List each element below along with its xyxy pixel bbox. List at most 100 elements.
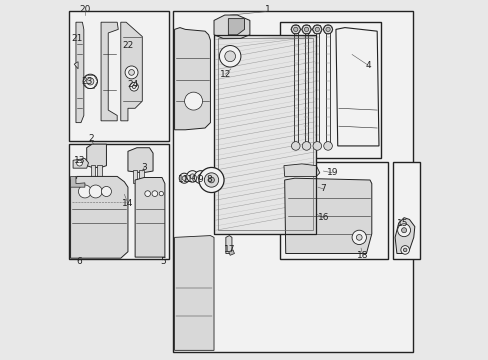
Polygon shape (86, 144, 106, 167)
Bar (392, 162, 419, 259)
Circle shape (186, 171, 198, 182)
Polygon shape (121, 22, 142, 121)
Circle shape (128, 69, 134, 75)
Circle shape (325, 27, 329, 32)
Polygon shape (284, 178, 371, 253)
Circle shape (351, 230, 366, 244)
Text: 16: 16 (317, 213, 328, 222)
Bar (214, 35, 316, 234)
Text: 13: 13 (74, 156, 85, 165)
Circle shape (199, 167, 224, 193)
Text: 21: 21 (71, 34, 82, 43)
Text: 17: 17 (223, 246, 235, 255)
Circle shape (132, 85, 136, 89)
Polygon shape (174, 235, 214, 350)
Circle shape (208, 177, 214, 183)
Bar (280, 22, 380, 158)
Circle shape (293, 27, 297, 32)
Circle shape (356, 234, 362, 240)
Polygon shape (135, 177, 164, 257)
Circle shape (179, 173, 189, 183)
Polygon shape (225, 235, 231, 253)
Circle shape (312, 25, 321, 34)
Polygon shape (128, 148, 153, 173)
Bar (91, 165, 95, 178)
Bar (214, 35, 316, 234)
Circle shape (144, 191, 150, 197)
Polygon shape (228, 19, 244, 35)
Circle shape (323, 141, 332, 150)
Circle shape (302, 141, 310, 150)
Circle shape (152, 191, 158, 197)
Text: 10: 10 (186, 175, 198, 184)
Circle shape (219, 45, 241, 67)
Circle shape (224, 51, 235, 62)
Circle shape (159, 192, 163, 196)
Circle shape (77, 160, 82, 166)
Circle shape (314, 27, 319, 32)
Polygon shape (70, 176, 128, 258)
Bar (217, 39, 312, 230)
Circle shape (78, 185, 91, 198)
Circle shape (101, 186, 111, 197)
Polygon shape (73, 158, 88, 168)
Bar (139, 170, 143, 183)
Circle shape (190, 174, 195, 179)
Circle shape (83, 74, 97, 89)
Polygon shape (174, 28, 210, 130)
Polygon shape (101, 22, 118, 121)
Text: 23: 23 (81, 77, 93, 86)
Circle shape (291, 141, 300, 150)
Text: 7: 7 (320, 184, 325, 193)
Circle shape (194, 171, 207, 184)
Circle shape (401, 228, 406, 233)
Circle shape (204, 173, 218, 187)
Text: 5: 5 (160, 257, 165, 266)
Circle shape (125, 66, 138, 79)
Text: 11: 11 (178, 175, 189, 184)
Bar (172, 12, 412, 352)
Circle shape (184, 92, 202, 110)
Circle shape (182, 176, 186, 180)
Text: 22: 22 (122, 41, 133, 50)
Text: 2: 2 (88, 134, 94, 143)
Bar (69, 12, 169, 140)
Polygon shape (335, 28, 378, 146)
Circle shape (290, 25, 300, 34)
Circle shape (400, 246, 408, 254)
Circle shape (198, 174, 203, 180)
Polygon shape (76, 22, 83, 123)
Circle shape (129, 82, 138, 91)
Text: 19: 19 (326, 168, 337, 177)
Text: 4: 4 (365, 61, 370, 70)
Text: 9: 9 (198, 175, 203, 184)
Text: 15: 15 (396, 219, 407, 228)
Circle shape (312, 141, 321, 150)
Polygon shape (394, 218, 414, 253)
Polygon shape (214, 15, 249, 39)
Text: 1: 1 (264, 5, 270, 14)
Text: 24: 24 (127, 81, 138, 90)
Circle shape (323, 25, 332, 34)
Circle shape (304, 27, 308, 32)
Text: 18: 18 (356, 251, 368, 260)
Text: 20: 20 (79, 5, 90, 14)
Bar (97, 165, 102, 178)
Bar (280, 162, 387, 259)
Text: 3: 3 (141, 163, 147, 172)
Polygon shape (70, 176, 85, 187)
Text: 8: 8 (206, 175, 212, 184)
Text: 14: 14 (122, 199, 133, 208)
Bar (69, 144, 169, 259)
Polygon shape (284, 164, 319, 176)
Circle shape (397, 224, 410, 237)
Circle shape (403, 248, 406, 252)
Polygon shape (228, 250, 234, 255)
Text: 12: 12 (220, 70, 231, 79)
Circle shape (86, 78, 94, 85)
Circle shape (301, 25, 310, 34)
Polygon shape (74, 62, 78, 69)
Bar (132, 170, 137, 183)
Circle shape (89, 185, 102, 198)
Text: 6: 6 (76, 257, 81, 266)
